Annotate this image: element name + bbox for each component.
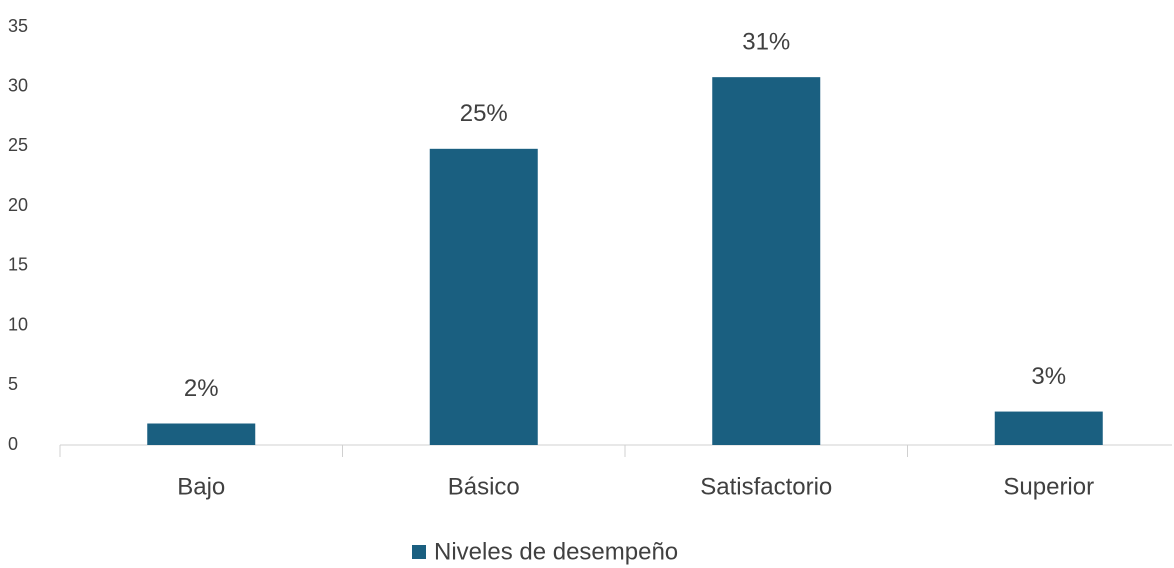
data-label: 2% — [184, 375, 219, 402]
bar — [429, 148, 538, 445]
legend-swatch — [412, 545, 426, 559]
y-tick-label: 30 — [8, 75, 28, 95]
bar — [994, 411, 1103, 445]
y-tick-label: 25 — [8, 135, 28, 155]
bar — [147, 423, 256, 445]
x-tick-label: Bajo — [177, 473, 225, 500]
legend-label: Niveles de desempeño — [434, 538, 678, 565]
data-label: 3% — [1031, 363, 1066, 390]
y-tick-label: 0 — [8, 434, 18, 454]
x-tick-label: Satisfactorio — [700, 473, 832, 500]
data-label: 25% — [460, 100, 508, 127]
y-tick-label: 20 — [8, 195, 28, 215]
x-tick-label: Superior — [1003, 473, 1094, 500]
data-label: 31% — [742, 29, 790, 56]
y-tick-label: 15 — [8, 255, 28, 275]
x-tick-label: Básico — [448, 473, 520, 500]
bar — [712, 77, 821, 445]
y-tick-label: 35 — [8, 16, 28, 36]
y-tick-label: 5 — [8, 374, 18, 394]
y-tick-label: 10 — [8, 314, 28, 334]
